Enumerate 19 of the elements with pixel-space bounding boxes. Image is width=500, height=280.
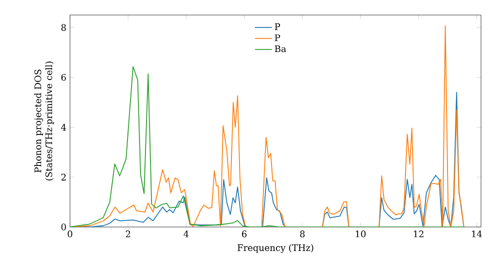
x-tick-label: 12: [414, 230, 424, 238]
x-tick-label: 0: [68, 230, 72, 238]
legend-label: P: [274, 23, 280, 30]
line-series: [70, 66, 464, 227]
legend-label: Ba: [274, 45, 286, 52]
x-tick-label: 8: [300, 230, 305, 238]
x-tick-label: 10: [356, 230, 366, 238]
y-tick-label: 8: [61, 24, 66, 31]
legend-label: P: [274, 34, 280, 41]
y-tick-label: 0: [61, 224, 66, 230]
y-axis-title: Phonon projected DOS (States/THz·primitive cell): [34, 62, 54, 180]
x-axis-title: Frequency (THz): [238, 244, 314, 253]
y-tick-label: 6: [61, 74, 66, 81]
x-tick-label: 6: [242, 230, 247, 238]
y-tick-label: 2: [61, 174, 66, 180]
x-tick-label: 2: [126, 230, 130, 238]
y-tick-label: 4: [61, 124, 66, 131]
x-tick-label: 4: [184, 230, 189, 238]
x-tick-label: 14: [472, 230, 482, 238]
